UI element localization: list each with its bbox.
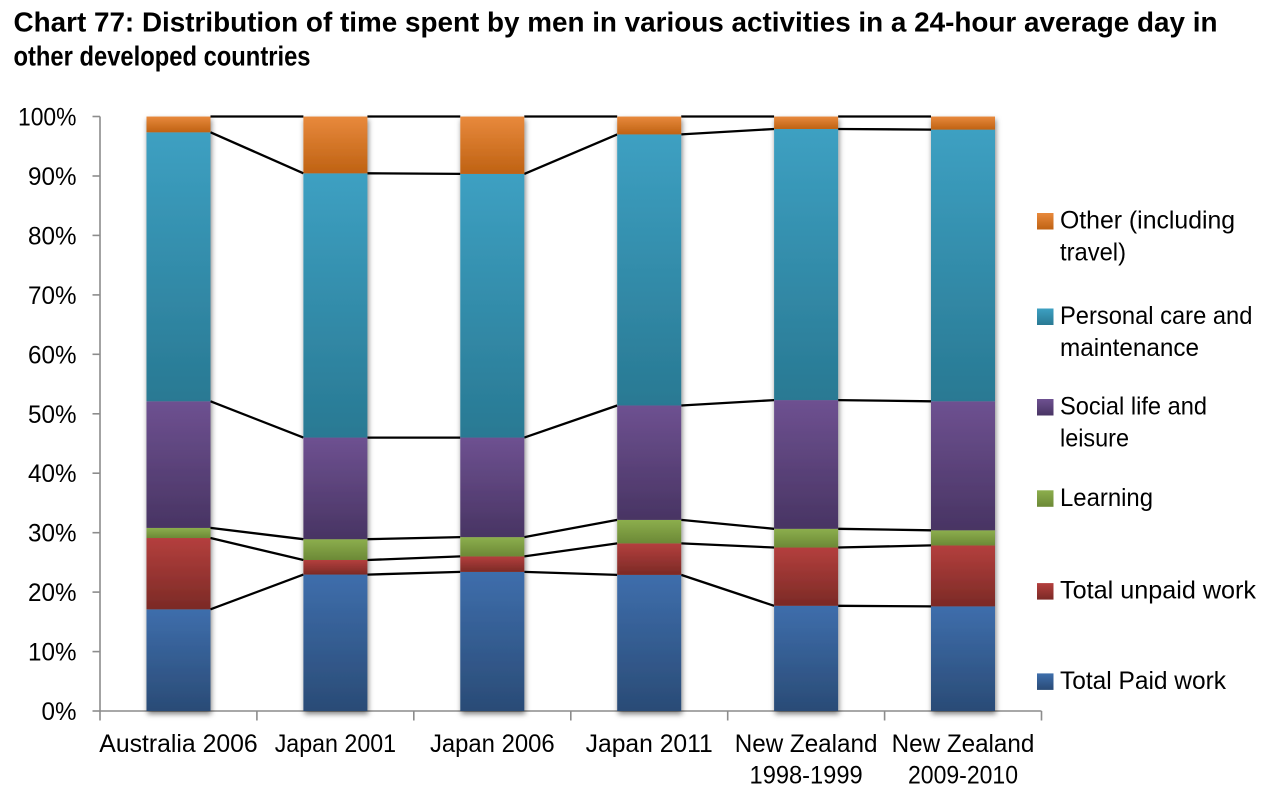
svg-text:Japan 2011: Japan 2011 — [586, 730, 713, 758]
svg-text:20%: 20% — [28, 579, 77, 607]
svg-text:Social life and: Social life and — [1060, 393, 1207, 421]
svg-text:Australia 2006: Australia 2006 — [99, 730, 257, 758]
svg-text:50%: 50% — [28, 401, 77, 429]
svg-text:Learning: Learning — [1060, 484, 1153, 512]
svg-text:New Zealand: New Zealand — [735, 730, 878, 758]
svg-text:70%: 70% — [28, 282, 77, 310]
svg-text:Total Paid work: Total Paid work — [1060, 667, 1226, 695]
svg-text:travel): travel) — [1060, 239, 1126, 267]
svg-text:10%: 10% — [28, 639, 77, 667]
svg-text:2009-2010: 2009-2010 — [908, 762, 1018, 790]
svg-text:1998-1999: 1998-1999 — [750, 762, 863, 790]
svg-text:0%: 0% — [42, 698, 77, 726]
svg-text:Total unpaid work: Total unpaid work — [1060, 577, 1256, 605]
svg-text:60%: 60% — [28, 341, 77, 369]
svg-text:100%: 100% — [18, 104, 77, 132]
svg-text:90%: 90% — [28, 163, 77, 191]
svg-text:30%: 30% — [28, 520, 77, 548]
svg-text:40%: 40% — [28, 460, 77, 488]
svg-text:80%: 80% — [28, 222, 77, 250]
svg-text:Personal care and: Personal care and — [1060, 302, 1252, 330]
svg-text:Other (including: Other (including — [1060, 207, 1235, 235]
svg-text:Chart 77: Distribution of time: Chart 77: Distribution of time spent by … — [14, 7, 1218, 38]
svg-text:leisure: leisure — [1060, 425, 1129, 453]
svg-text:Japan 2001: Japan 2001 — [275, 730, 396, 758]
svg-text:maintenance: maintenance — [1060, 334, 1199, 362]
svg-text:other developed countries: other developed countries — [14, 41, 311, 72]
svg-text:Japan 2006: Japan 2006 — [430, 730, 555, 758]
svg-text:New Zealand: New Zealand — [892, 730, 1035, 758]
